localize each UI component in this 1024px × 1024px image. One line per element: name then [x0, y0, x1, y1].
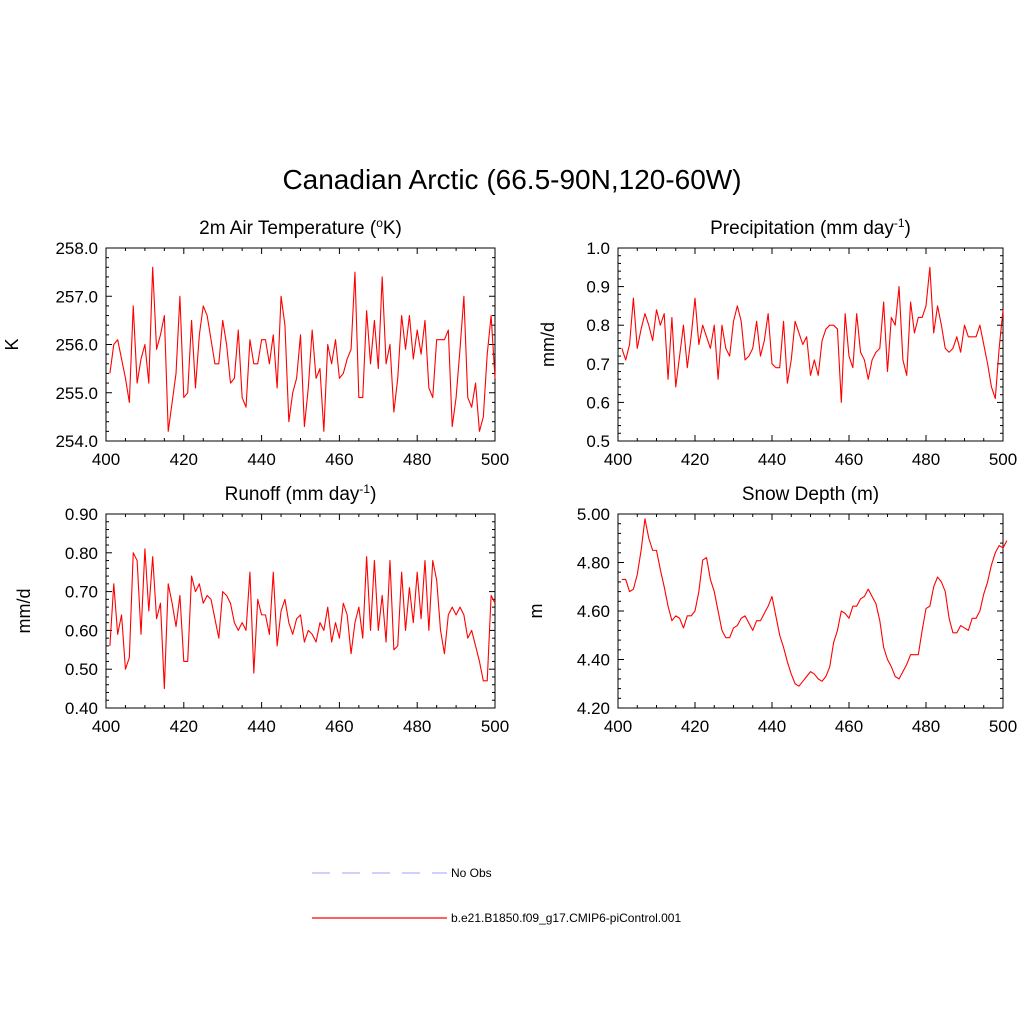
panel-title: Precipitation (mm day-1) [710, 216, 911, 239]
panel-title-superscript: -1 [359, 482, 370, 496]
y-tick-label: 0.80 [65, 544, 98, 563]
panel-title: 2m Air Temperature (oK) [199, 216, 402, 239]
x-tick-label: 460 [835, 450, 863, 469]
y-tick-label: 0.40 [65, 699, 98, 718]
x-tick-label: 420 [170, 450, 198, 469]
x-tick-label: 480 [403, 450, 431, 469]
y-tick-label: 0.7 [586, 355, 610, 374]
x-tick-label: 500 [989, 450, 1017, 469]
x-tick-label: 480 [912, 450, 940, 469]
panel-title-superscript: o [376, 216, 383, 230]
panel-title: Snow Depth (m) [742, 484, 879, 505]
x-tick-label: 500 [481, 717, 509, 736]
panel-title: Runoff (mm day-1) [225, 482, 377, 505]
y-axis-label: mm/d [538, 322, 558, 367]
x-tick-label: 400 [604, 717, 632, 736]
y-tick-label: 254.0 [55, 432, 98, 451]
y-tick-label: 0.70 [65, 583, 98, 602]
y-axis-label: mm/d [14, 589, 34, 634]
x-tick-label: 420 [170, 717, 198, 736]
series-line-precipitation [621, 266, 1004, 403]
series-line-runoff [109, 548, 496, 690]
legend-label-model-run: b.e21.B1850.f09_g17.CMIP6-piControl.001 [451, 911, 681, 925]
y-tick-label: 4.80 [577, 554, 610, 573]
y-tick-label: 256.0 [55, 336, 98, 355]
panel-title-main: 2m Air Temperature ( [199, 218, 377, 239]
y-tick-label: 0.8 [586, 316, 610, 335]
x-tick-label: 460 [325, 450, 353, 469]
figure-title: Canadian Arctic (66.5-90N,120-60W) [282, 164, 742, 195]
y-tick-label: 4.60 [577, 602, 610, 621]
panel-title-main: Runoff (mm day [225, 484, 360, 505]
y-axis-label: K [2, 338, 22, 350]
panel-snow-depth: 400 420 440 460 480 500 4.20 4.40 4.60 4.80 5.00 m S… [526, 484, 1017, 736]
y-tick-label: 0.6 [586, 393, 610, 412]
x-tick-label: 440 [247, 450, 275, 469]
series-line-snow-depth [621, 518, 1008, 687]
plot-frame [617, 513, 1004, 709]
panel-title-main: Snow Depth (m) [742, 484, 879, 505]
legend-label-no-obs: No Obs [451, 866, 492, 880]
panel-title-main: Precipitation (mm day [710, 218, 894, 239]
x-tick-label: 400 [92, 717, 120, 736]
y-tick-label: 0.9 [586, 278, 610, 297]
x-tick-label: 400 [604, 450, 632, 469]
chart-panels: 400 420 440 460 480 500 254.0 255.0 256.0 257.0 25… [2, 216, 1017, 736]
x-tick-label: 500 [481, 450, 509, 469]
y-tick-label: 0.60 [65, 621, 98, 640]
panel-title-superscript: -1 [894, 216, 905, 230]
x-tick-label: 460 [325, 717, 353, 736]
plot-frame [617, 247, 1004, 442]
x-tick-label: 440 [247, 717, 275, 736]
x-tick-label: 500 [989, 717, 1017, 736]
y-tick-label: 4.20 [577, 699, 610, 718]
y-tick-label: 5.00 [577, 505, 610, 524]
x-tick-label: 420 [681, 450, 709, 469]
x-tick-label: 400 [92, 450, 120, 469]
y-tick-label: 1.0 [586, 239, 610, 258]
y-tick-label: 255.0 [55, 384, 98, 403]
panel-title-tail: ) [905, 218, 911, 239]
x-tick-label: 440 [758, 717, 786, 736]
y-tick-label: 0.50 [65, 660, 98, 679]
legend: No Obs b.e21.B1850.f09_g17.CMIP6-piContr… [312, 866, 681, 925]
series-line-air-temperature [109, 266, 496, 432]
y-tick-label: 258.0 [55, 239, 98, 258]
x-tick-label: 440 [758, 450, 786, 469]
x-tick-label: 460 [835, 717, 863, 736]
x-tick-label: 480 [403, 717, 431, 736]
panel-air-temperature: 400 420 440 460 480 500 254.0 255.0 256.0 257.0 25… [2, 216, 509, 469]
y-tick-label: 0.90 [65, 505, 98, 524]
panel-precipitation: 400 420 440 460 480 500 0.5 0.6 0.7 0.8 0.9 1.0 mm/d… [538, 216, 1017, 469]
y-axis-label: m [526, 604, 546, 619]
y-tick-label: 0.5 [586, 432, 610, 451]
y-tick-label: 4.40 [577, 651, 610, 670]
panel-runoff: 400 420 440 460 480 500 0.40 0.50 0.60 0.70 0.80 0.… [14, 482, 509, 736]
panel-title-tail: ) [370, 484, 376, 505]
panel-title-tail: K) [383, 218, 402, 239]
x-tick-label: 480 [912, 717, 940, 736]
y-tick-label: 257.0 [55, 287, 98, 306]
x-tick-label: 420 [681, 717, 709, 736]
